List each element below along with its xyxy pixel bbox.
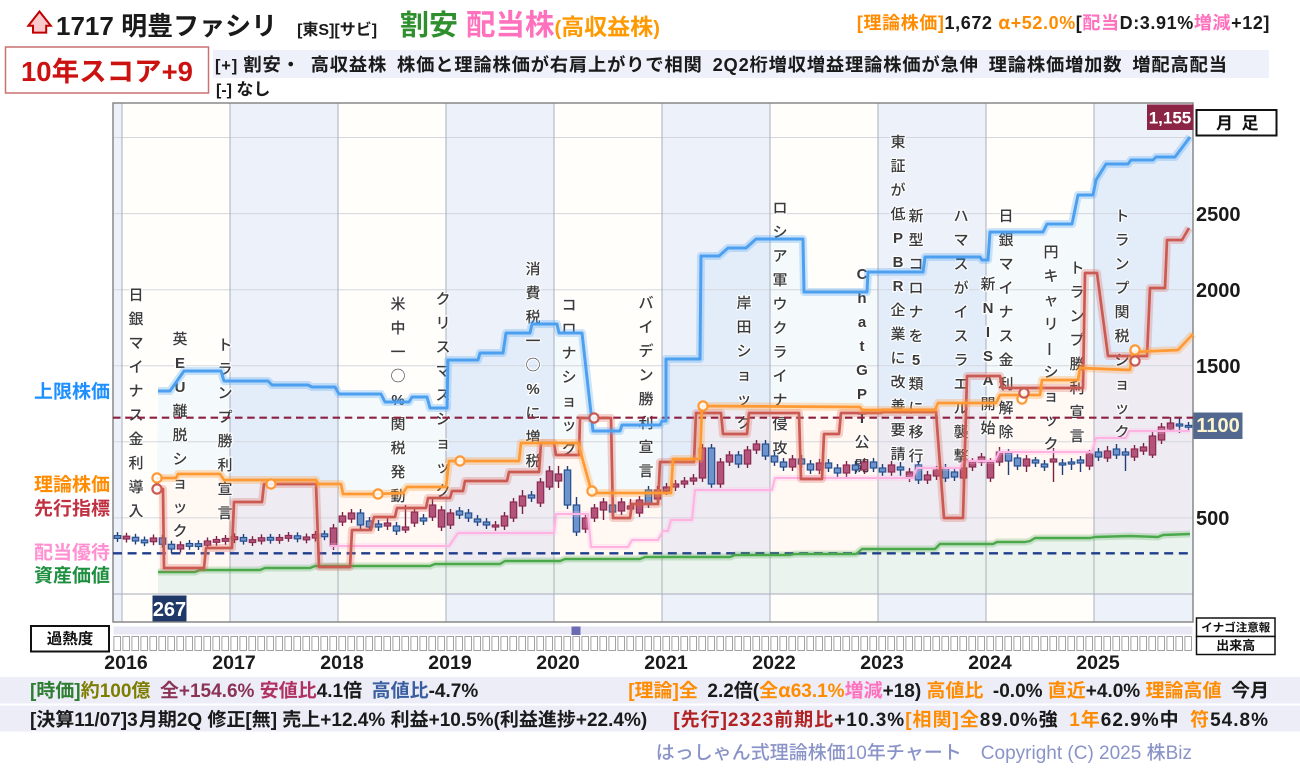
svg-text:[: [ (857, 13, 864, 33)
svg-text:89.0%: 89.0% (980, 710, 1039, 731)
svg-text:]: ] (372, 22, 377, 39)
svg-text:2025: 2025 (1076, 652, 1120, 674)
svg-text:54.8%: 54.8% (1210, 710, 1269, 731)
svg-text:+12.4%: +12.4% (320, 710, 390, 731)
svg-text:1500: 1500 (1196, 356, 1241, 378)
svg-text:2019: 2019 (428, 652, 472, 674)
svg-text:D:3.91%: D:3.91% (1120, 13, 1194, 33)
svg-text:267: 267 (153, 599, 186, 621)
svg-text:a: a (858, 314, 867, 331)
svg-text:1,155: 1,155 (1149, 109, 1192, 128)
svg-text:+10.5%(: +10.5%( (429, 710, 501, 731)
svg-text:62.9%: 62.9% (1101, 710, 1160, 731)
svg-text:1: 1 (1069, 710, 1081, 731)
svg-text:2.2: 2.2 (707, 681, 733, 702)
svg-text:[: [ (1076, 13, 1083, 33)
svg-text:I: I (986, 324, 990, 341)
svg-text:+4.0%: +4.0% (1086, 681, 1146, 702)
svg-text:10: 10 (846, 743, 867, 764)
svg-text:63.1%: 63.1% (791, 681, 845, 702)
svg-text:P: P (893, 230, 903, 247)
svg-text:h: h (857, 290, 866, 307)
svg-text:E: E (175, 355, 185, 372)
svg-text:R: R (893, 278, 904, 295)
svg-text:100: 100 (100, 681, 132, 702)
svg-text:+18): +18) (883, 681, 927, 702)
svg-text:2000: 2000 (1196, 280, 1241, 302)
svg-text:): ) (653, 18, 660, 40)
svg-text:+22.4%): +22.4%) (576, 710, 647, 731)
svg-text:%: % (526, 381, 539, 398)
svg-text:Biz: Biz (1166, 743, 1192, 764)
svg-text:500: 500 (1196, 508, 1229, 530)
svg-text:-0.0%: -0.0% (993, 681, 1048, 702)
svg-text:(: ( (753, 681, 760, 702)
svg-text:2023: 2023 (860, 652, 904, 674)
svg-text:2022: 2022 (752, 652, 796, 674)
svg-text:t: t (860, 338, 865, 355)
svg-text:2Q: 2Q (177, 710, 208, 731)
svg-text:]2323: ]2323 (721, 710, 775, 731)
svg-text:P: P (857, 386, 867, 403)
svg-text:[-]: [-] (216, 82, 236, 99)
svg-text:2021: 2021 (644, 652, 688, 674)
svg-text:2024: 2024 (968, 652, 1012, 674)
svg-text:[: [ (30, 710, 37, 731)
svg-text:G: G (856, 362, 868, 379)
svg-text:(: ( (555, 18, 562, 40)
svg-text:2017: 2017 (212, 652, 255, 674)
svg-text:+52.0%: +52.0% (1011, 13, 1076, 33)
svg-text:2016: 2016 (104, 652, 148, 674)
svg-text:+9: +9 (162, 56, 193, 87)
svg-text:Copyright (C) 2025: Copyright (C) 2025 (981, 743, 1147, 764)
svg-text:+12]: +12] (1231, 13, 1270, 33)
svg-text:]: ] (673, 681, 679, 702)
svg-text:1717: 1717 (56, 11, 121, 41)
svg-text:2018: 2018 (320, 652, 364, 674)
svg-text:2500: 2500 (1196, 204, 1241, 226)
svg-text:S: S (983, 348, 993, 365)
svg-text:-4.7%: -4.7% (429, 681, 479, 702)
svg-text:[: [ (673, 710, 680, 731)
svg-text:10: 10 (21, 56, 52, 87)
svg-text:[: [ (905, 710, 912, 731)
svg-text:+154.6%: +154.6% (179, 681, 260, 702)
svg-text:C: C (857, 266, 868, 283)
svg-text:5: 5 (912, 352, 920, 369)
svg-text:S][: S][ (318, 22, 340, 39)
svg-text:[: [ (628, 681, 635, 702)
svg-text:[: [ (30, 681, 37, 702)
svg-text:]: ] (271, 710, 283, 731)
svg-text:[+]: [+] (215, 57, 243, 75)
svg-text:]: ] (74, 681, 80, 702)
svg-text:+10.3%: +10.3% (834, 710, 905, 731)
svg-text:1,672: 1,672 (945, 13, 999, 33)
svg-text:2020: 2020 (536, 652, 580, 674)
svg-text:[: [ (297, 22, 303, 39)
svg-text:]: ] (953, 710, 960, 731)
svg-text:11/07]3: 11/07]3 (74, 710, 137, 731)
svg-text:1100: 1100 (1196, 415, 1239, 437)
svg-text:N: N (983, 300, 994, 317)
svg-text:]: ] (938, 13, 945, 33)
svg-text:B: B (893, 254, 904, 271)
svg-text:[: [ (245, 710, 252, 731)
svg-text:4.1: 4.1 (317, 681, 344, 702)
svg-text:2Q2: 2Q2 (713, 54, 750, 75)
